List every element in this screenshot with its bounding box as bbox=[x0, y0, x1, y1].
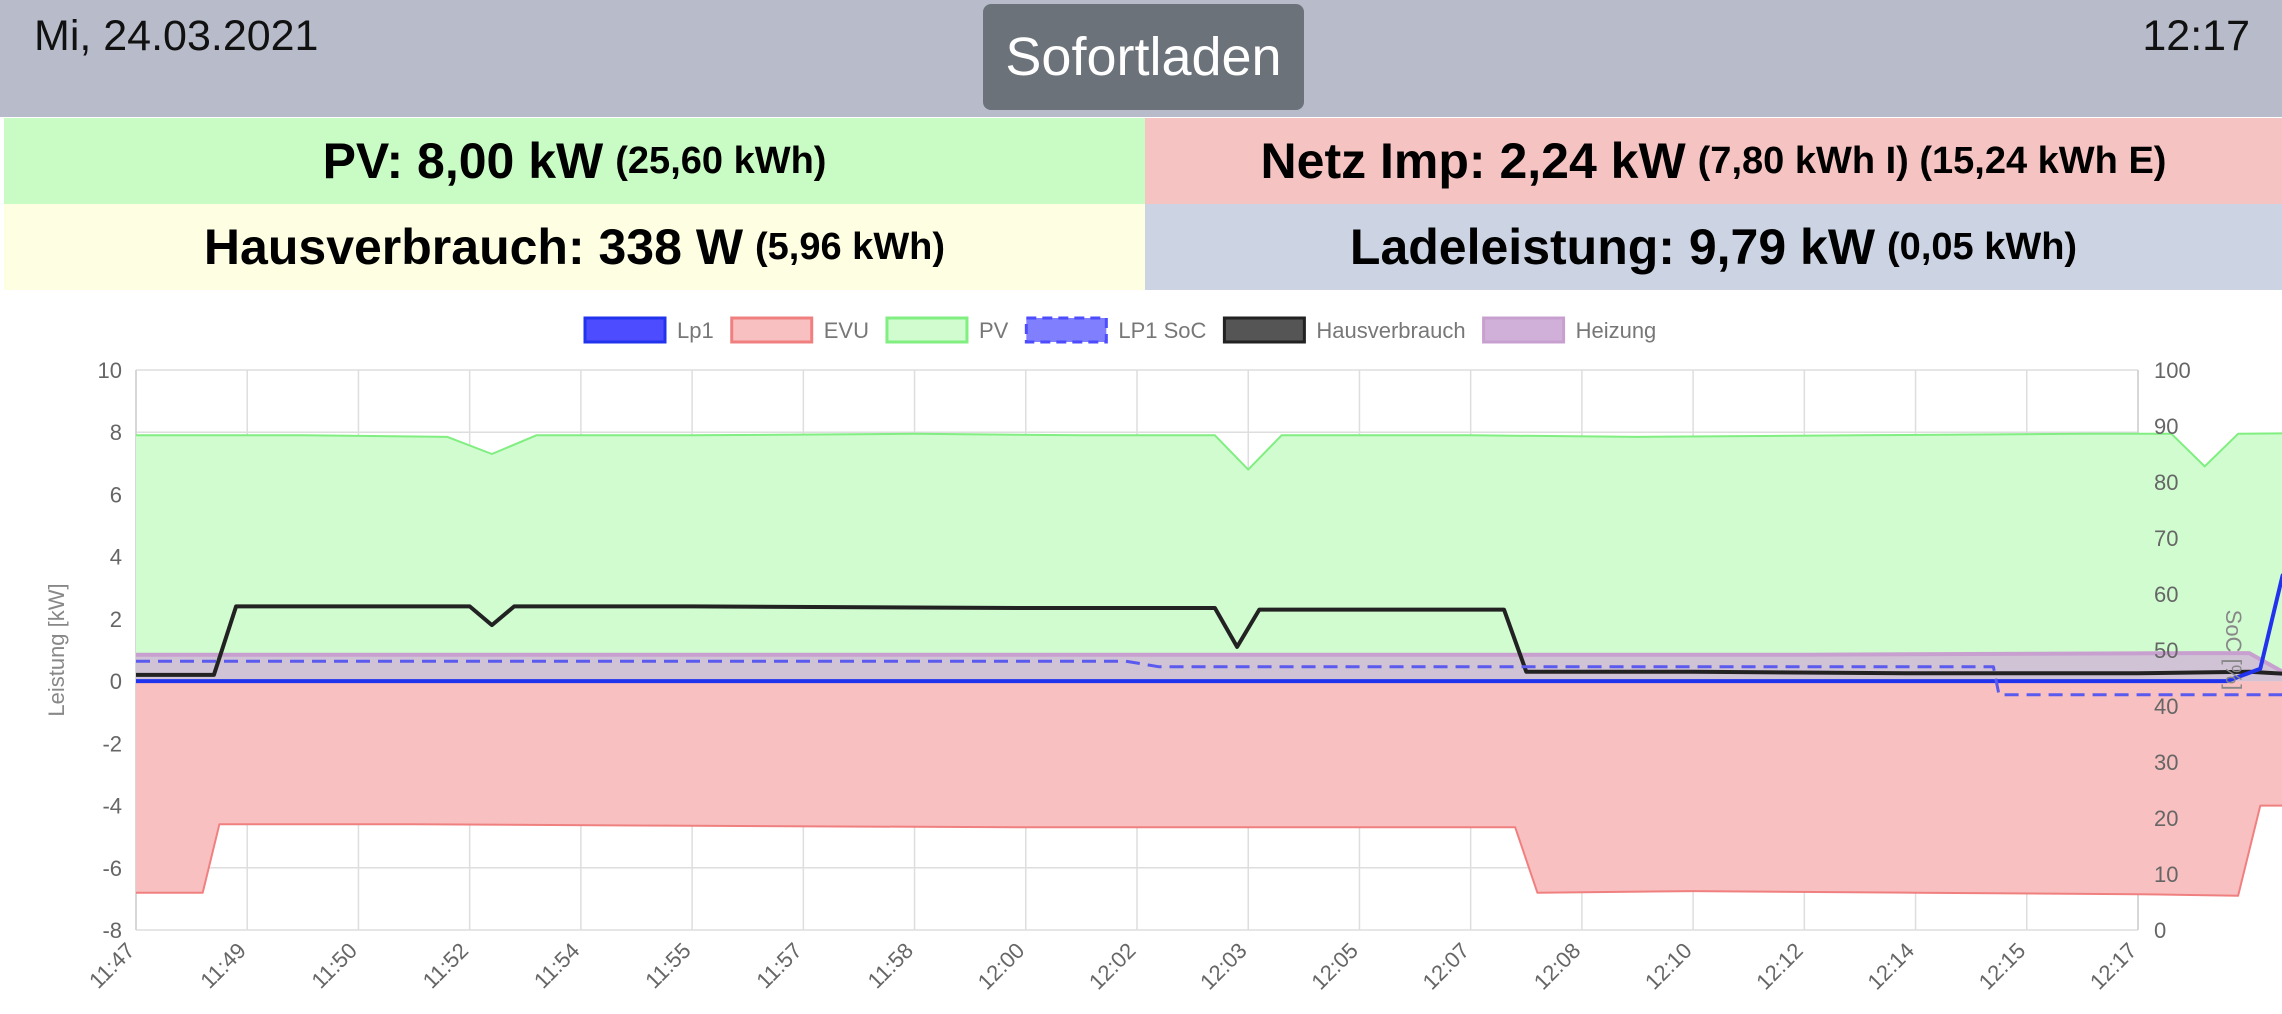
legend-label-hausverbrauch: Hausverbrauch bbox=[1316, 318, 1465, 343]
y-tick-label: 8 bbox=[110, 420, 122, 445]
legend-label-lp1-soc: LP1 SoC bbox=[1118, 318, 1206, 343]
x-tick-label: 11:54 bbox=[529, 938, 584, 993]
x-tick-label: 12:08 bbox=[1529, 938, 1586, 995]
x-tick-label: 12:03 bbox=[1195, 938, 1252, 995]
charging-power-tile: Ladeleistung: 9,79 kW (0,05 kWh) bbox=[1145, 204, 2282, 290]
pv-power-tile: PV: 8,00 kW (25,60 kWh) bbox=[4, 118, 1145, 204]
legend-swatch-heizung bbox=[1482, 316, 1566, 344]
x-tick-label: 11:58 bbox=[863, 938, 918, 993]
y2-axis-title: SoC [%] bbox=[2221, 610, 2246, 691]
y-tick-label: -8 bbox=[102, 918, 122, 943]
clock-display: 12:17 bbox=[2142, 12, 2250, 60]
series-line-pv bbox=[136, 432, 2282, 471]
legend-swatch-lp1 bbox=[583, 316, 667, 344]
grid-power-value: Netz Imp: 2,24 kW bbox=[1260, 133, 1686, 189]
y-tick-label: -4 bbox=[102, 794, 122, 819]
legend-item-hausverbrauch: Hausverbrauch bbox=[1222, 316, 1466, 344]
series-area-heizung bbox=[136, 653, 2282, 682]
y2-tick-label: 10 bbox=[2154, 862, 2178, 887]
x-tick-label: 12:15 bbox=[1974, 938, 2031, 995]
x-tick-label: 12:14 bbox=[1862, 938, 1919, 995]
y2-tick-label: 80 bbox=[2154, 470, 2178, 495]
y2-tick-label: 50 bbox=[2154, 638, 2178, 663]
series-area-pv bbox=[136, 433, 2282, 682]
x-tick-label: 11:57 bbox=[751, 938, 806, 993]
legend-swatch-pv bbox=[885, 316, 969, 344]
legend-swatch-evu bbox=[730, 316, 814, 344]
legend-item-pv: PV bbox=[885, 316, 1009, 344]
chart-lines bbox=[136, 432, 2282, 897]
legend-swatch-lp1-soc bbox=[1024, 316, 1108, 344]
y2-tick-label: 30 bbox=[2154, 750, 2178, 775]
x-tick-label: 12:10 bbox=[1640, 938, 1697, 995]
x-tick-label: 12:02 bbox=[1084, 938, 1141, 995]
legend-label-heizung: Heizung bbox=[1576, 318, 1657, 343]
legend-label-lp1: Lp1 bbox=[677, 318, 714, 343]
series-line-lp1-soc bbox=[136, 659, 2282, 697]
y2-tick-label: 20 bbox=[2154, 806, 2178, 831]
charging-energy-value: (0,05 kWh) bbox=[1887, 225, 2078, 268]
y-tick-label: 10 bbox=[98, 358, 122, 383]
grid-import-tile: Netz Imp: 2,24 kW (7,80 kWh I) (15,24 kW… bbox=[1145, 118, 2282, 204]
legend-swatch-hausverbrauch bbox=[1222, 316, 1306, 344]
chart-legend: Lp1 EVU PV LP1 SoC Hausverbrauch Heizung bbox=[583, 316, 1657, 344]
x-tick-label: 12:17 bbox=[2085, 938, 2142, 995]
y-axis-title: Leistung [kW] bbox=[44, 583, 69, 716]
y2-tick-label: 60 bbox=[2154, 582, 2178, 607]
x-tick-label: 11:52 bbox=[418, 938, 473, 993]
legend-label-evu: EVU bbox=[824, 318, 869, 343]
y2-tick-label: 70 bbox=[2154, 526, 2178, 551]
legend-item-lp1: Lp1 bbox=[583, 316, 714, 344]
legend-item-evu: EVU bbox=[730, 316, 869, 344]
y-tick-label: 4 bbox=[110, 545, 122, 570]
y2-tick-label: 90 bbox=[2154, 414, 2178, 439]
y-tick-label: -2 bbox=[102, 731, 122, 756]
top-bar: Mi, 24.03.2021 Sofortladen 12:17 bbox=[0, 0, 2282, 117]
charge-mode-button[interactable]: Sofortladen bbox=[983, 4, 1304, 110]
series-line-evu bbox=[136, 804, 2282, 897]
x-tick-label: 12:07 bbox=[1418, 938, 1475, 995]
legend-item-heizung: Heizung bbox=[1482, 316, 1657, 344]
series-line-heizung bbox=[136, 651, 2282, 674]
series-line-lp1 bbox=[136, 573, 2282, 684]
date-display: Mi, 24.03.2021 bbox=[34, 12, 319, 60]
y-tick-label: 0 bbox=[110, 669, 122, 694]
x-tick-label: 11:55 bbox=[640, 938, 695, 993]
y-tick-label: -6 bbox=[102, 856, 122, 881]
series-line-hausverbrauch bbox=[136, 604, 2282, 677]
series-area-evu bbox=[136, 681, 2282, 896]
x-tick-label: 12:12 bbox=[1751, 938, 1808, 995]
x-tick-label: 12:05 bbox=[1306, 938, 1363, 995]
y-tick-label: 2 bbox=[110, 607, 122, 632]
power-chart: 1086420-2-4-6-8100908070605040302010011:… bbox=[44, 316, 2282, 995]
house-power-value: Hausverbrauch: 338 W bbox=[203, 219, 744, 275]
house-consumption-tile: Hausverbrauch: 338 W (5,96 kWh) bbox=[4, 204, 1145, 290]
x-tick-label: 11:47 bbox=[84, 938, 139, 993]
y-tick-label: 6 bbox=[110, 482, 122, 507]
x-tick-label: 12:00 bbox=[973, 938, 1030, 995]
grid-energy-value: (7,80 kWh I) (15,24 kWh E) bbox=[1697, 139, 2167, 182]
y2-tick-label: 0 bbox=[2154, 918, 2166, 943]
x-tick-label: 11:50 bbox=[307, 938, 362, 993]
charging-power-value: Ladeleistung: 9,79 kW bbox=[1349, 219, 1876, 275]
pv-power-value: PV: 8,00 kW bbox=[322, 133, 604, 189]
chart-areas bbox=[136, 433, 2282, 896]
y2-tick-label: 100 bbox=[2154, 358, 2191, 383]
legend-item-lp1-soc: LP1 SoC bbox=[1024, 316, 1206, 344]
y2-tick-label: 40 bbox=[2154, 694, 2178, 719]
house-energy-value: (5,96 kWh) bbox=[755, 225, 946, 268]
pv-energy-value: (25,60 kWh) bbox=[615, 139, 827, 182]
legend-label-pv: PV bbox=[979, 318, 1009, 343]
x-tick-label: 11:49 bbox=[195, 938, 250, 993]
